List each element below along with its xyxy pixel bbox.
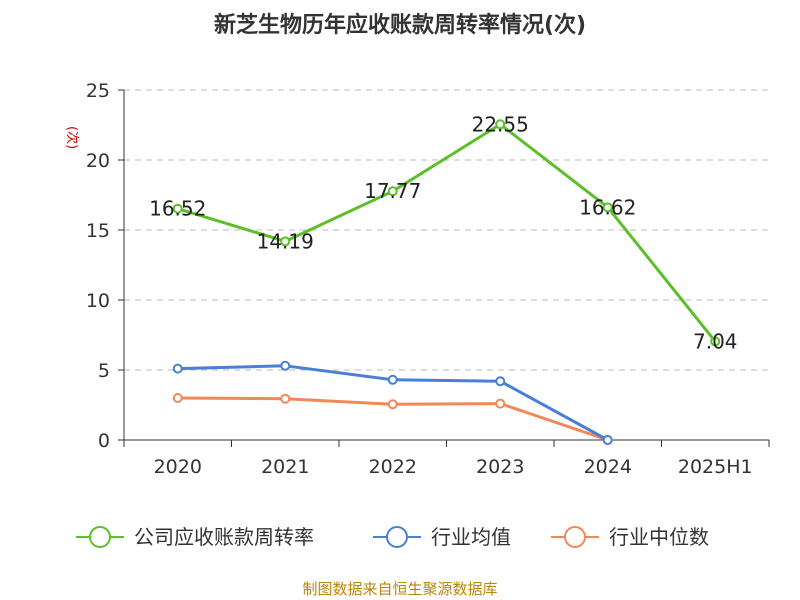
data-point (495, 376, 506, 387)
data-point (172, 393, 183, 403)
legend-label[interactable]: 行业均值 (431, 525, 511, 549)
axes (118, 89, 770, 447)
legend-marker[interactable] (564, 526, 586, 548)
series-lines (172, 119, 721, 445)
data-point (387, 399, 398, 410)
legend[interactable]: 公司应收账款周转率 行业均值 行业中位数 (76, 525, 709, 549)
y-tick-label: 15 (86, 220, 110, 242)
data-point (602, 435, 613, 445)
data-point (387, 186, 398, 197)
tick-labels: 0 5 10 15 20 25 2020 2021 2022 2023 2024 2025H1 (86, 80, 753, 478)
data-point (495, 119, 506, 130)
data-labels: 16.52 14.19 17.77 22.55 16.62 7.04 (149, 112, 737, 353)
y-tick-label: 10 (86, 290, 110, 312)
legend-marker[interactable] (386, 526, 408, 548)
x-tick-label: 2021 (261, 456, 309, 478)
x-tick-label: 2020 (154, 456, 202, 478)
series-line (177, 122, 717, 343)
y-tick-label: 25 (86, 80, 110, 102)
x-tick-label: 2022 (369, 456, 417, 478)
data-label: 7.04 (693, 329, 738, 353)
gridlines (124, 89, 769, 371)
x-tick-label: 2023 (476, 456, 524, 478)
y-axis-unit-label: (次) (64, 126, 80, 149)
data-label: 22.55 (472, 112, 529, 136)
data-point (280, 393, 291, 404)
data-label: 16.52 (149, 197, 206, 221)
data-point (280, 236, 291, 247)
data-point (172, 363, 183, 374)
y-tick-label: 5 (98, 360, 110, 382)
data-label: 14.19 (257, 229, 314, 253)
legend-label[interactable]: 公司应收账款周转率 (134, 525, 314, 549)
chart-title: 新芝生物历年应收账款周转率情况(次) (214, 12, 586, 38)
x-tick-label: 2024 (584, 456, 632, 478)
data-point (602, 202, 613, 213)
data-point (280, 360, 291, 371)
legend-marker[interactable] (89, 526, 111, 548)
source-footer: 制图数据来自恒生聚源数据库 (302, 580, 497, 598)
data-point (172, 203, 183, 214)
data-point (710, 336, 721, 347)
y-tick-label: 0 (98, 430, 110, 452)
x-tick-label: 2025H1 (678, 456, 753, 478)
data-label: 16.62 (579, 195, 636, 219)
data-point (387, 374, 398, 385)
data-label: 17.77 (364, 179, 421, 203)
y-tick-label: 20 (86, 150, 110, 172)
legend-label[interactable]: 行业中位数 (609, 525, 709, 549)
data-point (495, 398, 506, 409)
